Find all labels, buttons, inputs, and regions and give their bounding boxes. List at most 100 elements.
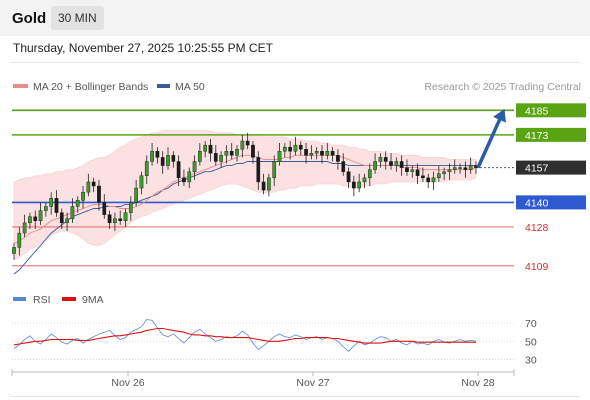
candle — [150, 143, 154, 166]
candle — [38, 202, 43, 225]
level-label: 4128 — [525, 222, 549, 234]
candle-body — [367, 169, 372, 179]
candle — [341, 153, 346, 176]
candle-body — [219, 155, 223, 162]
candle-body — [38, 210, 43, 222]
candle — [298, 141, 303, 156]
candle-body — [352, 181, 356, 189]
candle — [256, 151, 261, 191]
candle — [447, 163, 452, 180]
level-label: 4109 — [525, 261, 549, 273]
candle — [261, 173, 266, 195]
candle — [272, 155, 277, 187]
candle — [75, 196, 80, 213]
candle — [240, 134, 245, 158]
bottom-divider — [10, 396, 580, 397]
candle-body — [65, 218, 69, 224]
level-last-4157: 4157 — [476, 160, 586, 175]
candle — [245, 132, 250, 150]
rsi-legend-label: RSI — [33, 294, 51, 306]
ma50-legend-label: MA 50 — [175, 81, 205, 93]
candle-body — [33, 216, 38, 222]
candle-body — [102, 202, 107, 215]
candle — [282, 143, 287, 158]
candle-body — [277, 151, 282, 162]
candle-body — [81, 191, 85, 201]
candle — [208, 138, 213, 162]
candle — [86, 173, 91, 197]
candle-body — [463, 167, 468, 170]
candle-body — [150, 151, 154, 162]
x-tick-label: Nov 28 — [461, 377, 494, 389]
candle-body — [49, 198, 54, 207]
candle-body — [198, 151, 202, 162]
candle — [213, 145, 218, 166]
candle-body — [160, 157, 165, 166]
candle-body — [282, 146, 287, 152]
candles — [12, 132, 478, 260]
candle — [325, 143, 330, 160]
candle-body — [144, 161, 149, 176]
candle — [182, 169, 186, 187]
candle-body — [113, 218, 117, 224]
candle-body — [431, 177, 436, 183]
header-bar: Gold 30 MIN — [0, 0, 590, 36]
candle-body — [267, 177, 271, 191]
candle — [458, 163, 462, 174]
candle-body — [346, 171, 351, 183]
candle-body — [256, 157, 261, 183]
candle-body — [139, 175, 144, 189]
candle — [410, 165, 415, 178]
candle-body — [224, 151, 229, 156]
candle — [309, 145, 314, 160]
candle — [33, 210, 38, 229]
candle-body — [128, 202, 133, 213]
candle — [314, 147, 319, 160]
candle — [468, 157, 473, 174]
candle-body — [192, 161, 197, 172]
candle — [431, 171, 436, 191]
candle-body — [203, 144, 208, 152]
candle — [134, 179, 138, 207]
candle — [176, 155, 181, 187]
candle-body — [118, 218, 123, 222]
candle-body — [91, 181, 96, 187]
candle-body — [421, 175, 425, 179]
candle — [389, 153, 393, 170]
candle — [346, 167, 351, 189]
level-tag — [516, 195, 586, 210]
candle-body — [383, 157, 388, 162]
candle — [352, 175, 356, 197]
candle-body — [436, 173, 441, 179]
forecast-arrow — [476, 108, 506, 169]
candle — [421, 167, 425, 182]
candle-body — [54, 198, 59, 213]
candle-body — [325, 151, 330, 156]
candle-body — [330, 151, 335, 156]
bollinger-area — [13, 130, 477, 261]
candle — [405, 159, 409, 176]
candle-body — [309, 153, 314, 156]
candle — [91, 177, 96, 193]
candle — [229, 143, 234, 160]
candle-body — [410, 169, 415, 172]
candle-body — [405, 167, 409, 172]
ma9-legend-swatch — [62, 297, 76, 301]
candle-body — [240, 140, 245, 150]
candle — [288, 141, 292, 160]
candle — [362, 173, 367, 189]
timeframe-button[interactable]: 30 MIN — [51, 6, 104, 30]
candle-body — [245, 140, 250, 146]
rsi-tick-label: 50 — [525, 336, 537, 348]
candle — [373, 153, 377, 174]
candle — [12, 243, 16, 260]
candle-body — [86, 181, 91, 193]
candle — [452, 159, 457, 174]
candle — [192, 155, 197, 180]
candle-body — [261, 181, 266, 191]
candle-body — [362, 177, 367, 183]
moving-averages — [13, 154, 477, 275]
candle-body — [213, 153, 218, 162]
candle — [235, 145, 239, 162]
